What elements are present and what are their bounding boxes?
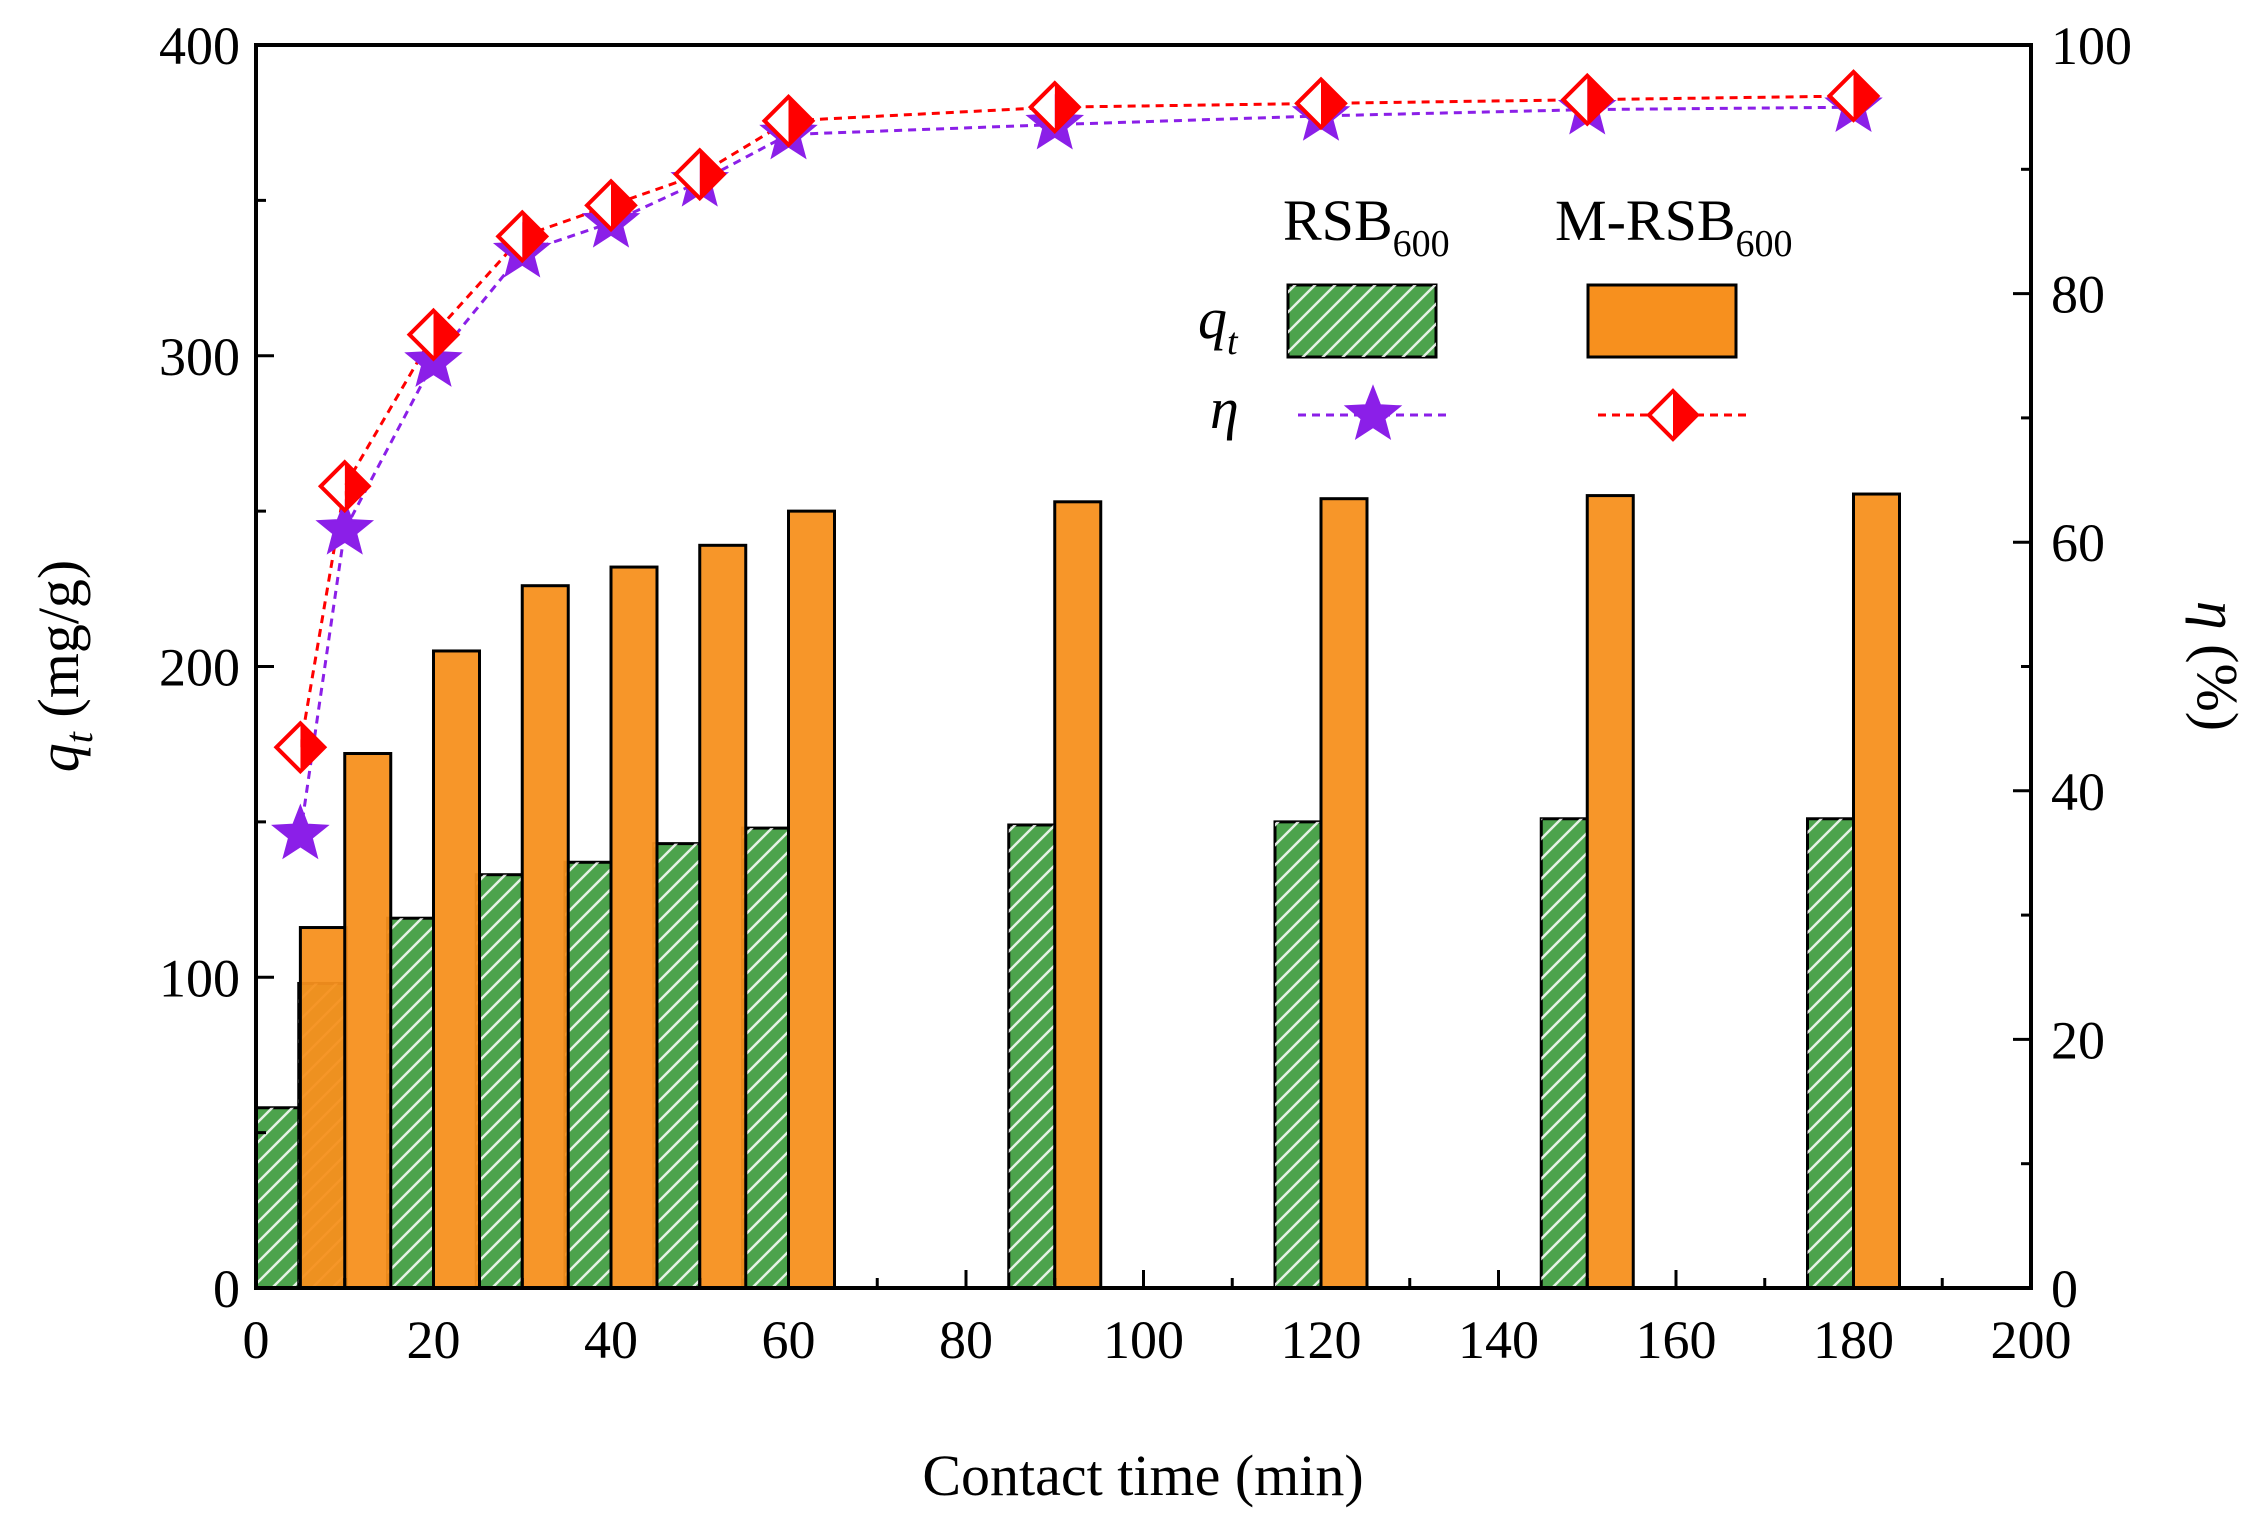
legend-star (1343, 384, 1403, 440)
y-right-tick-label: 20 (2051, 1010, 2105, 1070)
bar-rsb600-hatch (387, 918, 434, 1288)
legend-qt-label: qt (1198, 286, 1239, 363)
bar-rsb600-hatch (742, 828, 789, 1288)
eta-point-m-rsb600 (1294, 76, 1348, 131)
bar-m-rsb600 (298, 926, 348, 1288)
bar-m-rsb600 (698, 543, 748, 1288)
y-axis-left-title: qt (mg/g) (26, 560, 101, 772)
eta-point-m-rsb600 (406, 307, 461, 362)
x-tick-label: 140 (1458, 1310, 1539, 1370)
eta-point-m-rsb600 (761, 93, 816, 148)
bar-rsb600-hatch (1541, 818, 1588, 1288)
y-axis-right-title: η (%) (2185, 601, 2245, 731)
y-right-tick-label: 60 (2051, 513, 2105, 573)
eta-point-rsb600 (315, 499, 375, 555)
bar-m-rsb600 (1053, 500, 1103, 1288)
x-tick-label: 100 (1103, 1310, 1184, 1370)
eta-point-m-rsb600 (1027, 80, 1082, 134)
y-left-tick-label: 0 (213, 1259, 240, 1319)
bar-m-rsb600 (520, 584, 570, 1288)
bar-rsb600-hatch (653, 843, 700, 1288)
legend-col2-header: M-RSB600 (1555, 188, 1793, 265)
x-tick-label: 120 (1281, 1310, 1362, 1370)
eta-point-m-rsb600 (495, 209, 550, 264)
eta-point-m-rsb600 (584, 178, 638, 233)
bar-m-rsb600 (343, 752, 393, 1288)
x-tick-label: 160 (1636, 1310, 1717, 1370)
x-tick-label: 80 (939, 1310, 993, 1370)
bar-m-rsb600 (1585, 494, 1635, 1288)
y-right-tick-label: 100 (2051, 16, 2132, 76)
legend-swatch-mrsb600 (1586, 283, 1738, 359)
eta-point-m-rsb600 (317, 459, 372, 514)
y-left-tick-label: 200 (159, 638, 240, 698)
legend-col1-header: RSB600 (1283, 188, 1450, 265)
y-right-tick-label: 40 (2051, 762, 2105, 822)
bar-m-rsb600 (609, 565, 659, 1288)
bar-rsb600-hatch (1807, 818, 1854, 1288)
eta-point-rsb600 (271, 803, 330, 860)
eta-point-m-rsb600 (1826, 69, 1881, 123)
bar-rsb600-hatch (1008, 824, 1055, 1288)
eta-point-m-rsb600 (672, 147, 727, 202)
axes: 0 20 40 60 80 100 120 140 160 180 2000100200300400… (159, 16, 2132, 1370)
legend-swatch-hatch (1288, 285, 1436, 357)
legend-diamond (1646, 388, 1700, 442)
bar-m-rsb600 (432, 649, 481, 1288)
legend-diamond-marker (1646, 388, 1700, 442)
legend-star-marker (1343, 384, 1403, 440)
bars (256, 492, 1901, 1288)
y-left-tick-label: 100 (159, 948, 240, 1008)
bar-rsb600-hatch (1275, 821, 1321, 1288)
y-right-tick-label: 80 (2051, 265, 2105, 325)
x-tick-label: 200 (1991, 1310, 2072, 1370)
legend-eta-label: η (1210, 376, 1239, 441)
bar-rsb600-hatch (256, 1107, 301, 1288)
x-tick-label: 60 (762, 1310, 816, 1370)
bar-rsb600-hatch (565, 862, 611, 1288)
eta-lines (271, 69, 1883, 860)
bar-m-rsb600 (1852, 492, 1901, 1288)
y-right-tick-label: 0 (2051, 1259, 2078, 1319)
x-tick-label: 40 (584, 1310, 638, 1370)
bar-m-rsb600 (787, 509, 836, 1288)
bar-m-rsb600 (1319, 497, 1369, 1288)
legend: RSB600 M-RSB600 qt η (1198, 188, 1793, 442)
bar-rsb600-hatch (476, 874, 523, 1288)
x-axis-title: Contact time (min) (922, 1443, 1363, 1508)
eta-point-m-rsb600 (1560, 72, 1615, 127)
x-tick-label: 0 (243, 1310, 270, 1370)
y-left-tick-label: 400 (159, 16, 240, 76)
x-tick-label: 180 (1813, 1310, 1894, 1370)
y-left-tick-label: 300 (159, 327, 240, 387)
x-tick-label: 20 (407, 1310, 461, 1370)
eta-point-m-rsb600 (273, 720, 328, 775)
